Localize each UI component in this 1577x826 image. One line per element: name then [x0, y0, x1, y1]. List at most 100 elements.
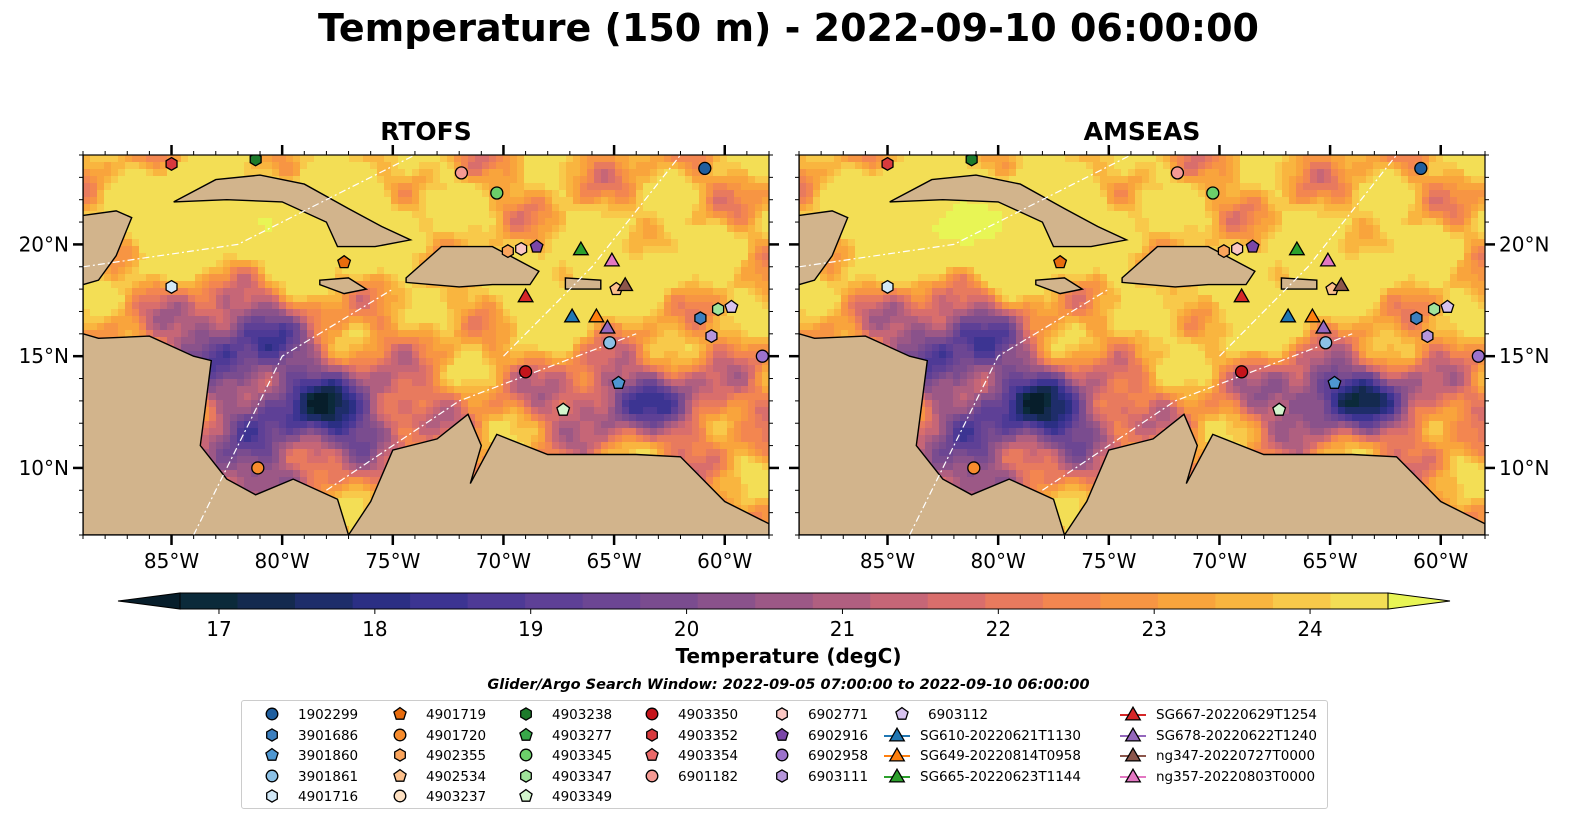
float-marker-6901182 — [1170, 166, 1185, 180]
land-mass — [564, 277, 602, 290]
legend-entry-label: 3901861 — [298, 768, 359, 785]
eez-boundary — [1042, 333, 1353, 491]
colorbar-swatch — [237, 593, 296, 609]
legend-entry-label: SG665-20220623T1144 — [920, 768, 1081, 785]
float-marker-6902916 — [529, 239, 544, 253]
legend-entry: 6902916 — [762, 726, 1002, 746]
legend-entry-label: 1902299 — [298, 707, 359, 723]
eez-boundary — [83, 155, 416, 268]
lon-tick-label: 70°W — [476, 549, 531, 573]
legend-entry: 6903111 — [762, 767, 1002, 787]
legend-entry-label: 4901716 — [298, 789, 359, 805]
float-marker-4903238 — [249, 155, 262, 167]
colorbar-tick-label: 24 — [1297, 617, 1322, 641]
land-mass — [347, 413, 769, 535]
float-marker-6901182 — [454, 166, 469, 180]
legend-entry: ng347-20220727T0000 — [1118, 746, 1358, 766]
float-marker-4901716 — [165, 279, 178, 294]
colorbar-swatch — [1100, 593, 1159, 609]
legend-entry-label: 4903345 — [552, 748, 613, 764]
glider-marker-SG610-20220621T1130 — [563, 307, 581, 323]
colorbar-swatch — [410, 593, 469, 609]
legend-entry: 3901861 — [252, 767, 492, 787]
glider-marker-SG667-20220629T1254 — [1233, 287, 1251, 303]
colorbar-swatch — [697, 593, 756, 609]
glider-marker-SG678-20220622T1240 — [598, 319, 616, 334]
legend-entry-label: 4903354 — [678, 748, 739, 764]
legend-entry: 4903349 — [506, 787, 746, 807]
float-marker-3901686 — [694, 311, 707, 326]
float-marker-3901861 — [1319, 336, 1333, 350]
colorbar-swatch — [582, 593, 641, 609]
legend-entry-label: 4901720 — [426, 727, 487, 744]
legend-glider-symbol — [1124, 746, 1142, 762]
legend-entry: 1902299 — [252, 705, 492, 725]
legend-entry: SG649-20220814T0958 — [882, 746, 1122, 766]
float-marker-4903345 — [490, 186, 504, 200]
legend-entry: 4902534 — [380, 767, 620, 787]
eez-boundary — [503, 155, 681, 357]
legend-entry-label: 4903237 — [426, 789, 487, 805]
legend-entry-label: 3901686 — [298, 727, 359, 744]
legend-entry: SG667-20220629T1254 — [1118, 705, 1358, 725]
colorbar-tick-label: 20 — [674, 617, 699, 641]
legend-entry-label: SG667-20220629T1254 — [1156, 707, 1317, 723]
legend-entry-label: 4901719 — [426, 707, 487, 723]
lat-tick-label: 20°N — [1499, 232, 1549, 256]
legend-entry: 3901686 — [252, 726, 492, 746]
legend-entry: 4903277 — [506, 726, 746, 746]
colorbar-swatch — [295, 593, 353, 609]
colorbar-swatch — [352, 593, 411, 609]
float-marker-6903111 — [705, 329, 718, 344]
float-marker-1902299 — [698, 161, 712, 176]
colorbar-swatch — [1042, 593, 1101, 609]
legend-entry: 4903354 — [632, 746, 872, 766]
land-mass — [1035, 277, 1085, 295]
float-marker-4903350 — [1234, 365, 1249, 379]
legend-entry-label: ng357-20220803T0000 — [1156, 768, 1316, 785]
legend-float-symbol — [895, 706, 909, 720]
colorbar-tick-label: 22 — [986, 617, 1011, 641]
legend-entry-label: 4903349 — [552, 789, 613, 805]
float-marker-6902771 — [515, 241, 528, 256]
lon-tick-label: 75°W — [365, 549, 420, 573]
lon-tick-label: 65°W — [586, 549, 641, 573]
lon-tick-label: 65°W — [1302, 549, 1357, 573]
legend-entry-label: 6903111 — [808, 768, 869, 785]
legend-float-symbol — [520, 707, 532, 721]
colorbar-swatch — [812, 593, 871, 609]
colorbar-under-extend — [117, 592, 181, 610]
legend-entry-label: 4903347 — [552, 768, 613, 785]
colorbar-tick-label: 19 — [518, 617, 543, 641]
glider-marker-SG665-20220623T1144 — [1288, 240, 1306, 256]
legend-float-symbol — [266, 727, 278, 742]
legend-float-symbol — [645, 747, 659, 761]
lat-tick-label: 15°N — [19, 344, 69, 368]
legend-entry: 4903345 — [506, 746, 746, 766]
float-marker-3901861 — [603, 336, 617, 350]
float-marker-4901719 — [337, 254, 352, 269]
float-marker-6903111 — [1421, 329, 1434, 344]
legend-entry: 4901720 — [380, 726, 620, 746]
legend-entry-label: SG610-20220621T1130 — [920, 727, 1081, 744]
lon-tick-label: 85°W — [860, 549, 915, 573]
float-marker-4902355 — [1217, 244, 1230, 259]
float-marker-4901716 — [881, 279, 894, 294]
colorbar-over-extend — [1387, 592, 1451, 610]
land-mass — [799, 155, 1066, 535]
colorbar-tick-label: 23 — [1141, 617, 1166, 641]
colorbar-label: Temperature (degC) — [675, 644, 902, 668]
legend-entry: 6902771 — [762, 705, 1002, 725]
colorbar-swatch — [180, 593, 238, 609]
legend-float-symbol — [265, 747, 279, 761]
float-marker-6903112 — [1440, 299, 1455, 313]
legend-float-symbol — [775, 727, 789, 741]
glider-marker-SG667-20220629T1254 — [517, 287, 535, 303]
colorbar-tick-label: 17 — [206, 617, 231, 641]
legend-entry: 6902958 — [762, 746, 1002, 766]
lon-tick-label: 80°W — [255, 549, 310, 573]
float-marker-4903347 — [711, 302, 725, 317]
legend-entry: 4901716 — [252, 787, 492, 807]
float-marker-4902355 — [501, 244, 514, 259]
